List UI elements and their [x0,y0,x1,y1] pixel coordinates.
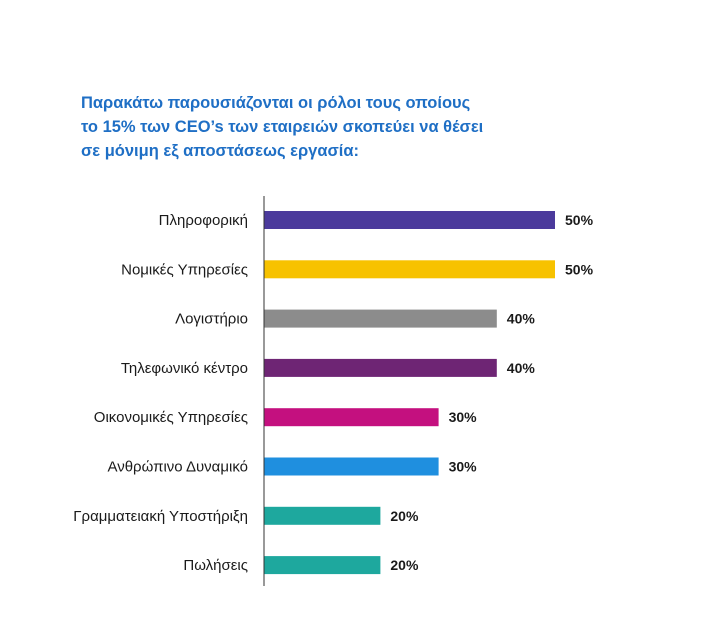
bar-8 [264,556,381,575]
bar-6 [264,457,439,476]
chart-title-line-3: σε μόνιμη εξ αποστάσεως εργασία: [81,142,359,160]
value-label-5: 30% [449,409,478,425]
category-label-3: Λογιστήριο [175,311,248,328]
bar-1 [264,211,555,229]
category-label-1: Πληροφορική [159,212,248,229]
chart-title: Παρακάτω παρουσιάζονται οι ρόλοι τους οπ… [81,91,601,163]
category-label-5: Οικονομικές Υπηρεσίες [94,409,248,426]
category-label-6: Ανθρώπινο Δυναμικό [107,459,248,476]
bar-7 [264,506,381,525]
bar-4 [264,358,497,377]
bar-5 [264,408,439,427]
value-label-8: 20% [390,557,419,573]
value-label-6: 30% [449,459,478,475]
value-label-3: 40% [507,311,536,327]
value-label-7: 20% [390,508,419,524]
value-label-2: 50% [565,261,594,277]
value-label-1: 50% [565,212,594,228]
chart-title-line-2: το 15% των CEO’s των εταιρειών σκοπεύει … [81,118,484,136]
category-label-7: Γραμματειακή Υποστήριξη [73,508,248,525]
category-label-8: Πωλήσεις [183,557,248,574]
value-label-4: 40% [507,360,536,376]
chart-title-line-1: Παρακάτω παρουσιάζονται οι ρόλοι τους οπ… [81,94,471,112]
category-label-4: Τηλεφωνικό κέντρο [121,360,248,377]
category-label-2: Νομικές Υπηρεσίες [121,261,248,278]
bars-group: Πληροφορική 50% Νομικές Υπηρεσίες 50% Λογιστ… [73,211,594,575]
bar-2 [264,260,555,279]
bar-3 [264,309,497,328]
